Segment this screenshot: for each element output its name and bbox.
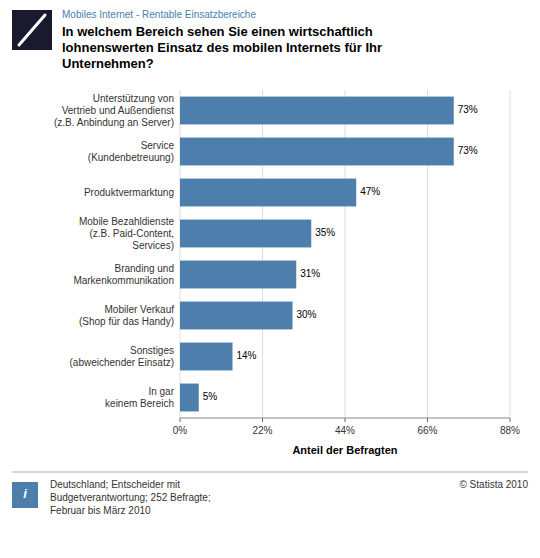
tick-mark: [180, 418, 181, 422]
data-label: 47%: [360, 186, 380, 197]
data-label: 31%: [300, 268, 320, 279]
bar: [180, 138, 454, 166]
footer-source: Deutschland; Entscheider mitBudgetverant…: [50, 479, 211, 516]
data-label: 73%: [458, 104, 478, 115]
data-label: 14%: [237, 350, 257, 361]
bar: [180, 302, 293, 330]
grid-line: [510, 90, 511, 418]
logo-slash: [19, 15, 45, 45]
tick-mark: [510, 418, 511, 422]
subtitle: Mobiles Internet - Rentable Einsatzberei…: [62, 9, 256, 20]
bar: [180, 261, 296, 289]
info-icon: i: [23, 486, 27, 501]
category-label: Branding undMarkenkommunikation: [73, 262, 174, 285]
bar: [180, 343, 233, 371]
logo: [12, 10, 52, 50]
category-label: Sonstiges(abweichender Einsatz): [70, 344, 175, 367]
bar: [180, 384, 199, 412]
logo-box: [12, 10, 52, 50]
tick-mark: [262, 418, 263, 422]
title: In welchem Bereich sehen Sie einen wirts…: [62, 24, 382, 71]
category-label: Mobile Bezahldienste(z.B. Paid-Content,S…: [79, 215, 174, 250]
footer-copyright: © Statista 2010: [459, 479, 528, 490]
data-label: 35%: [315, 227, 335, 238]
bars: [180, 97, 454, 412]
bar: [180, 179, 356, 207]
tick-mark: [345, 418, 346, 422]
tick-label: 88%: [500, 425, 520, 436]
tick-label: 22%: [252, 425, 272, 436]
bar: [180, 97, 454, 125]
info-box: [12, 482, 38, 508]
chart: Mobiles Internet - Rentable Einsatzberei…: [0, 0, 540, 558]
data-label: 73%: [458, 145, 478, 156]
tick-label: 44%: [335, 425, 355, 436]
axis-line: [180, 418, 510, 419]
category-label: Service(Kundenbetreuung): [88, 139, 175, 162]
tick-label: 0%: [173, 425, 188, 436]
data-label: 30%: [297, 309, 317, 320]
category-label: In garkeinem Bereich: [105, 385, 175, 408]
data-label: 5%: [203, 391, 218, 402]
category-label: Produktvermarktung: [84, 186, 174, 197]
x-axis: 0% 22% 44% 66% 88%: [173, 90, 520, 436]
x-axis-label: Anteil der Befragten: [292, 444, 397, 456]
bar: [180, 220, 311, 248]
tick-label: 66%: [417, 425, 437, 436]
category-label: Mobiler Verkauf(Shop für das Handy): [79, 303, 174, 326]
tick-mark: [427, 418, 428, 422]
divider: [12, 472, 528, 473]
labels: 73% Unterstützung vonVertrieb und Außendi…: [54, 92, 478, 408]
category-label: Unterstützung vonVertrieb und Außendiens…: [54, 92, 174, 127]
